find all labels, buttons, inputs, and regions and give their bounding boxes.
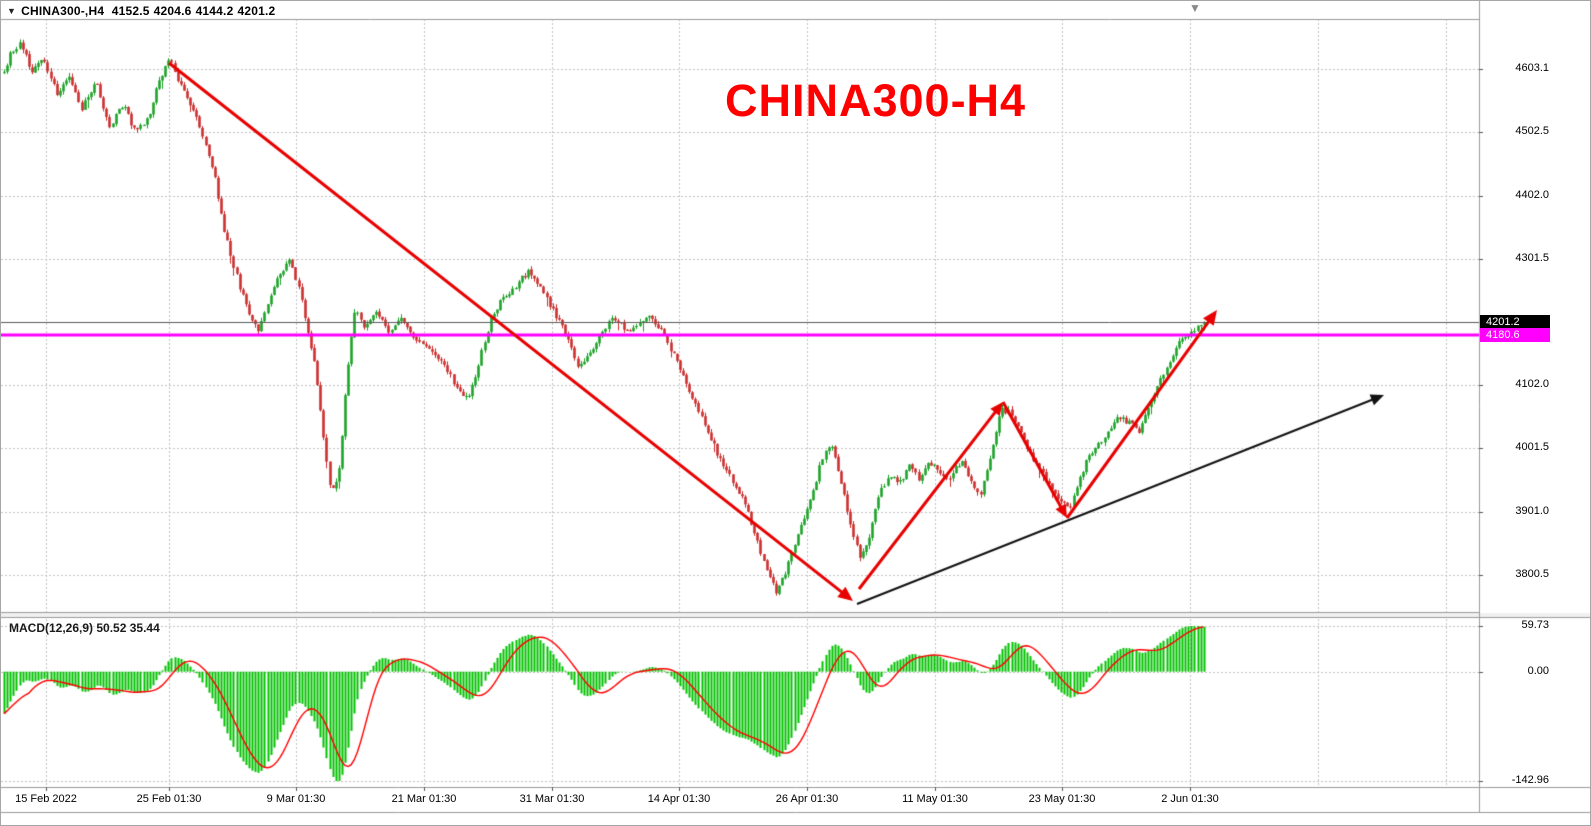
current-price-badge: 4201.2: [1480, 315, 1550, 329]
collapse-panel-icon[interactable]: ▼: [7, 6, 17, 16]
ohlc-high: 4204.6: [153, 4, 192, 18]
price-axis-label: 4402.0: [1515, 189, 1549, 201]
macd-axis-label: 0.00: [1527, 665, 1549, 677]
time-axis-label: 21 Mar 01:30: [391, 793, 457, 805]
macd-axis-label: 59.73: [1521, 619, 1549, 631]
symbol-period-label: CHINA300-,H4: [21, 4, 105, 18]
macd-axis-label: -142.96: [1511, 774, 1549, 786]
ohlc-open: 4152.5: [111, 4, 150, 18]
time-axis-label: 23 May 01:30: [1028, 793, 1096, 805]
price-axis-label: 4502.5: [1515, 125, 1549, 137]
time-axis-label: 2 Jun 01:30: [1161, 793, 1219, 805]
price-axis-label: 3901.0: [1515, 505, 1549, 517]
ohlc-low: 4144.2: [195, 4, 234, 18]
price-axis-label: 4301.5: [1515, 252, 1549, 264]
price-axis-label: 4603.1: [1515, 62, 1549, 74]
time-axis-label: 31 Mar 01:30: [519, 793, 585, 805]
ohlc-close: 4201.2: [237, 4, 276, 18]
symbol-info-bar: ▼ CHINA300-,H4 4152.5 4204.6 4144.2 4201.2: [7, 4, 279, 18]
price-axis-label: 4102.0: [1515, 378, 1549, 390]
price-axis-label: 4001.5: [1515, 441, 1549, 453]
time-axis-label: 15 Feb 2022: [15, 793, 77, 805]
chart-shift-marker-icon[interactable]: ▼: [1189, 1, 1201, 15]
price-axis-label: 3800.5: [1515, 568, 1549, 580]
chart-title-text-object: CHINA300-H4: [725, 75, 1027, 126]
time-axis-label: 9 Mar 01:30: [266, 793, 326, 805]
time-axis-label: 14 Apr 01:30: [647, 793, 711, 805]
macd-indicator-label: MACD(12,26,9) 50.52 35.44: [9, 621, 160, 635]
time-axis-label: 25 Feb 01:30: [136, 793, 202, 805]
time-axis-label: 11 May 01:30: [902, 793, 968, 805]
time-scale[interactable]: [1, 788, 1479, 812]
horizontal-line-price-badge: 4180.6: [1480, 328, 1550, 342]
price-scale[interactable]: [1479, 1, 1590, 812]
time-axis-label: 26 Apr 01:30: [775, 793, 839, 805]
